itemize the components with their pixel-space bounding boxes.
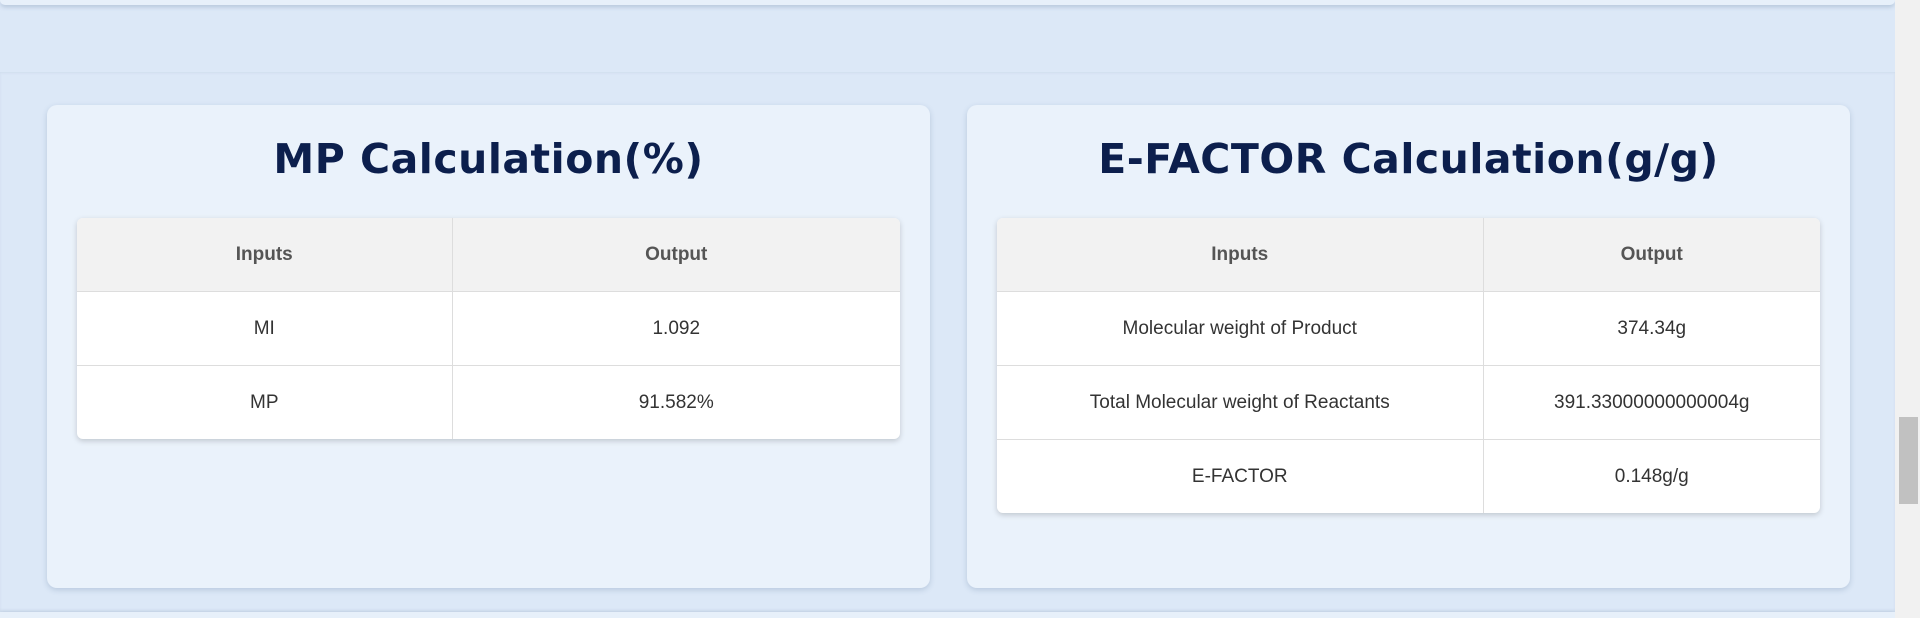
reactants-weight-input-cell: Total Molecular weight of Reactants <box>997 365 1484 440</box>
next-section-edge <box>0 612 1895 618</box>
page-scrollbar[interactable] <box>1895 0 1920 618</box>
mp-output-cell: 91.582% <box>638 391 714 413</box>
mi-input-cell: MI <box>77 291 453 366</box>
efactor-calculation-title: E-FACTOR Calculation(g/g) <box>1098 135 1719 183</box>
mp-calculation-card: MP Calculation(%) Inputs Output MI 1.092 <box>47 105 930 588</box>
product-weight-input-cell: Molecular weight of Product <box>997 291 1484 366</box>
table-row: E-FACTOR 0.148g/g <box>997 439 1820 513</box>
mp-calculation-title: MP Calculation(%) <box>273 135 704 183</box>
table-row: Molecular weight of Product 374.34g <box>997 291 1820 366</box>
inputs-column-header: Inputs <box>997 218 1484 292</box>
output-column-header: Output <box>1483 218 1820 292</box>
product-weight-output-cell: 374.34g <box>1483 291 1820 366</box>
efactor-calculation-table: Inputs Output Molecular weight of Produc… <box>997 218 1820 513</box>
table-header-row: Inputs Output <box>997 218 1820 292</box>
previous-section-edge <box>0 0 1895 5</box>
efactor-calculation-card: E-FACTOR Calculation(g/g) Inputs Output … <box>967 105 1850 588</box>
scrollbar-thumb[interactable] <box>1899 417 1918 504</box>
efactor-input-cell: E-FACTOR <box>997 439 1484 513</box>
table-row: Total Molecular weight of Reactants 391.… <box>997 365 1820 440</box>
table-row: MI 1.092 <box>77 291 900 366</box>
table-header-row: Inputs Output <box>77 218 900 292</box>
mi-output-cell: 1.092 <box>452 291 900 366</box>
output-column-header: Output <box>452 218 900 292</box>
mp-input-cell: MP <box>77 365 453 439</box>
reactants-weight-output-cell: 391.33000000000004g <box>1483 365 1820 440</box>
inputs-column-header: Inputs <box>77 218 453 292</box>
mp-calculation-table: Inputs Output MI 1.092 MP 91.582% <box>77 218 900 439</box>
efactor-output-cell: 0.148g/g <box>1614 465 1689 487</box>
table-row: MP 91.582% <box>77 365 900 439</box>
